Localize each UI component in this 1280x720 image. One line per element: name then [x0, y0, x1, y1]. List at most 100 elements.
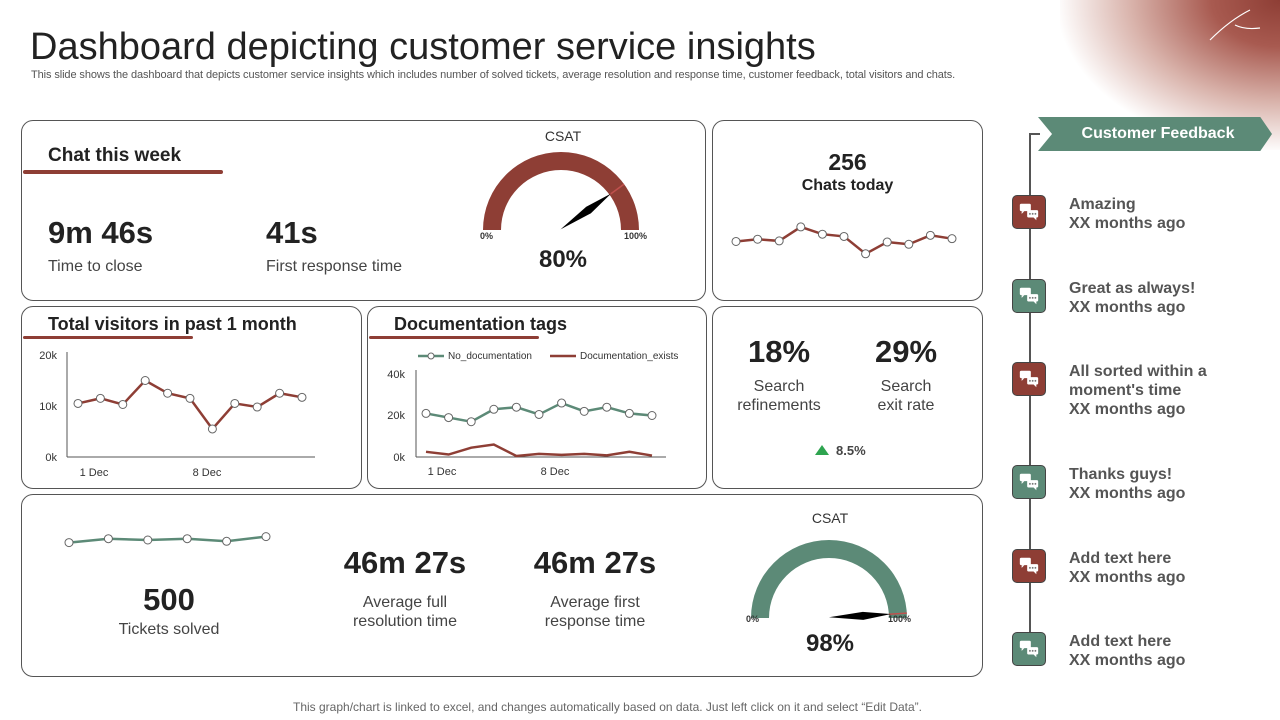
doc-no-documentation-point-3: [466, 417, 476, 427]
doc-legend-label-1: No_documentation: [448, 351, 532, 362]
doc-ytick-3: 0k: [393, 452, 405, 464]
chats-today-card: [712, 120, 983, 301]
visitors-title: Total visitors in past 1 month: [48, 314, 297, 334]
feedback-text-line1: Amazing: [1069, 196, 1136, 213]
csat-top-min-label: 0%: [480, 231, 494, 241]
chat-week-underline: [23, 170, 223, 174]
doc-documentation-exists-line: [425, 443, 653, 458]
feedback-time: XX months ago: [1069, 652, 1186, 669]
feedback-header: Customer Feedback: [1081, 125, 1235, 142]
tickets-chart: [64, 532, 271, 548]
doc-tags-chart: No_documentation Documentation_exists 40k 2…: [387, 351, 678, 478]
csat-top-title: CSAT: [544, 128, 582, 144]
first-response-label: First response time: [266, 258, 403, 275]
feedback-time: XX months ago: [1069, 485, 1186, 502]
csat-bottom-gauge-arc: [751, 540, 907, 618]
csat-bottom-max-label: 100%: [888, 614, 912, 624]
feedback-time: XX months ago: [1069, 569, 1186, 586]
chats-series-point-4: [796, 222, 806, 232]
csat-bottom-value: 98%: [805, 630, 855, 657]
feedback-text-line1: Thanks guys!: [1069, 466, 1173, 483]
feedback-item-4: Thanks guys! XX months ago: [1069, 465, 1185, 503]
avg-response-label-line1: Average first: [550, 594, 640, 611]
csat-bottom-gauge: [751, 540, 907, 620]
time-to-close-value: 9m 46s: [48, 215, 154, 250]
doc-tags-title: Documentation tags: [394, 314, 568, 334]
csat-bottom-min-label: 0%: [746, 614, 760, 624]
csat-top-value: 80%: [538, 246, 588, 273]
visitors-ytick-2: 10k: [39, 401, 57, 413]
visitors-series-point-5: [163, 388, 173, 398]
doc-no-documentation-point-7: [557, 398, 567, 408]
feedback-icon-1: [1012, 195, 1046, 229]
doc-ytick-1: 40k: [387, 369, 405, 381]
doc-no-documentation-point-8: [579, 406, 589, 416]
doc-legend-marker: [427, 352, 435, 360]
visitors-series-point-11: [297, 392, 307, 402]
tickets-series-point-1: [64, 538, 74, 548]
doc-no-documentation-point-1: [421, 408, 431, 418]
doc-xtick-2: 8 Dec: [541, 466, 570, 478]
visitors-series-point-7: [207, 424, 217, 434]
doc-ytick-2: 20k: [387, 410, 405, 422]
chats-series-point-9: [904, 239, 914, 249]
doc-xtick-1: 1 Dec: [428, 466, 457, 478]
avg-response-label-line2: response time: [544, 613, 646, 630]
chat-bubbles-icon: [1019, 370, 1039, 388]
chats-series-point-3: [774, 236, 784, 246]
doc-no-documentation-point-2: [444, 413, 454, 423]
visitors-series-point-4: [140, 376, 150, 385]
feedback-icon-6: [1012, 632, 1046, 666]
chats-series-point-7: [861, 249, 871, 259]
visitors-series-point-9: [252, 402, 262, 412]
feedback-item-5: Add text here XX months ago: [1069, 549, 1185, 587]
feedback-text-line2: moment's time: [1069, 382, 1182, 399]
chats-today-label: Chats today: [801, 177, 894, 194]
visitors-series-point-10: [275, 388, 285, 398]
csat-bottom-gauge-needle: [828, 611, 891, 620]
feedback-icon-2: [1012, 279, 1046, 313]
visitors-xtick-1: 1 Dec: [80, 467, 109, 479]
page-title: Dashboard depicting customer service ins…: [30, 26, 816, 68]
avg-resolution-label: Average full resolution time: [315, 593, 495, 631]
csat-top-gauge-needle: [560, 193, 612, 230]
doc-no-documentation-point-5: [511, 402, 521, 412]
search-exit-rate-value: 29%: [874, 334, 938, 369]
doc-no-documentation-point-10: [624, 408, 634, 418]
footer-note: This graph/chart is linked to excel, and…: [293, 700, 922, 714]
visitors-series-point-8: [230, 398, 240, 408]
chat-bubbles-icon: [1019, 287, 1039, 305]
tickets-label: Tickets solved: [118, 621, 220, 638]
chats-series-point-10: [925, 230, 935, 240]
doc-tags-underline: [369, 336, 539, 339]
search-exit-rate-label-line1: Search: [880, 378, 932, 395]
chats-series-point-5: [817, 229, 827, 239]
feedback-icon-3: [1012, 362, 1046, 396]
doc-legend-label-2: Documentation_exists: [580, 351, 678, 362]
search-exit-rate-label-line2: exit rate: [877, 397, 935, 414]
feedback-text-line1: Add text here: [1069, 633, 1172, 650]
visitors-series-point-2: [95, 393, 105, 403]
feedback-text-line1: Add text here: [1069, 550, 1172, 567]
avg-resolution-value: 46m 27s: [343, 545, 467, 580]
avg-resolution-label-line2: resolution time: [352, 613, 458, 630]
csat-top-gauge-arc: [483, 152, 639, 230]
visitors-series-point-1: [73, 398, 83, 408]
feedback-text-line1: Great as always!: [1069, 280, 1196, 297]
chats-today-count: 256: [828, 149, 867, 175]
feedback-item-1: Amazing XX months ago: [1069, 195, 1185, 233]
feedback-time: XX months ago: [1069, 299, 1186, 316]
visitors-underline: [23, 336, 193, 339]
visitors-ytick-1: 20k: [39, 350, 57, 362]
tickets-series-point-6: [261, 532, 271, 542]
visitors-series-point-3: [118, 399, 128, 409]
search-card: [712, 306, 983, 489]
feedback-header-shape: [1038, 117, 1272, 151]
csat-top-max-label: 100%: [624, 231, 648, 241]
avg-response-label: Average first response time: [505, 593, 685, 631]
chats-series-point-8: [882, 237, 892, 247]
tickets-count: 500: [143, 582, 195, 617]
decorative-swirl-icon: [1209, 9, 1261, 41]
chat-bubbles-icon: [1019, 640, 1039, 658]
visitors-series-point-6: [185, 393, 195, 403]
